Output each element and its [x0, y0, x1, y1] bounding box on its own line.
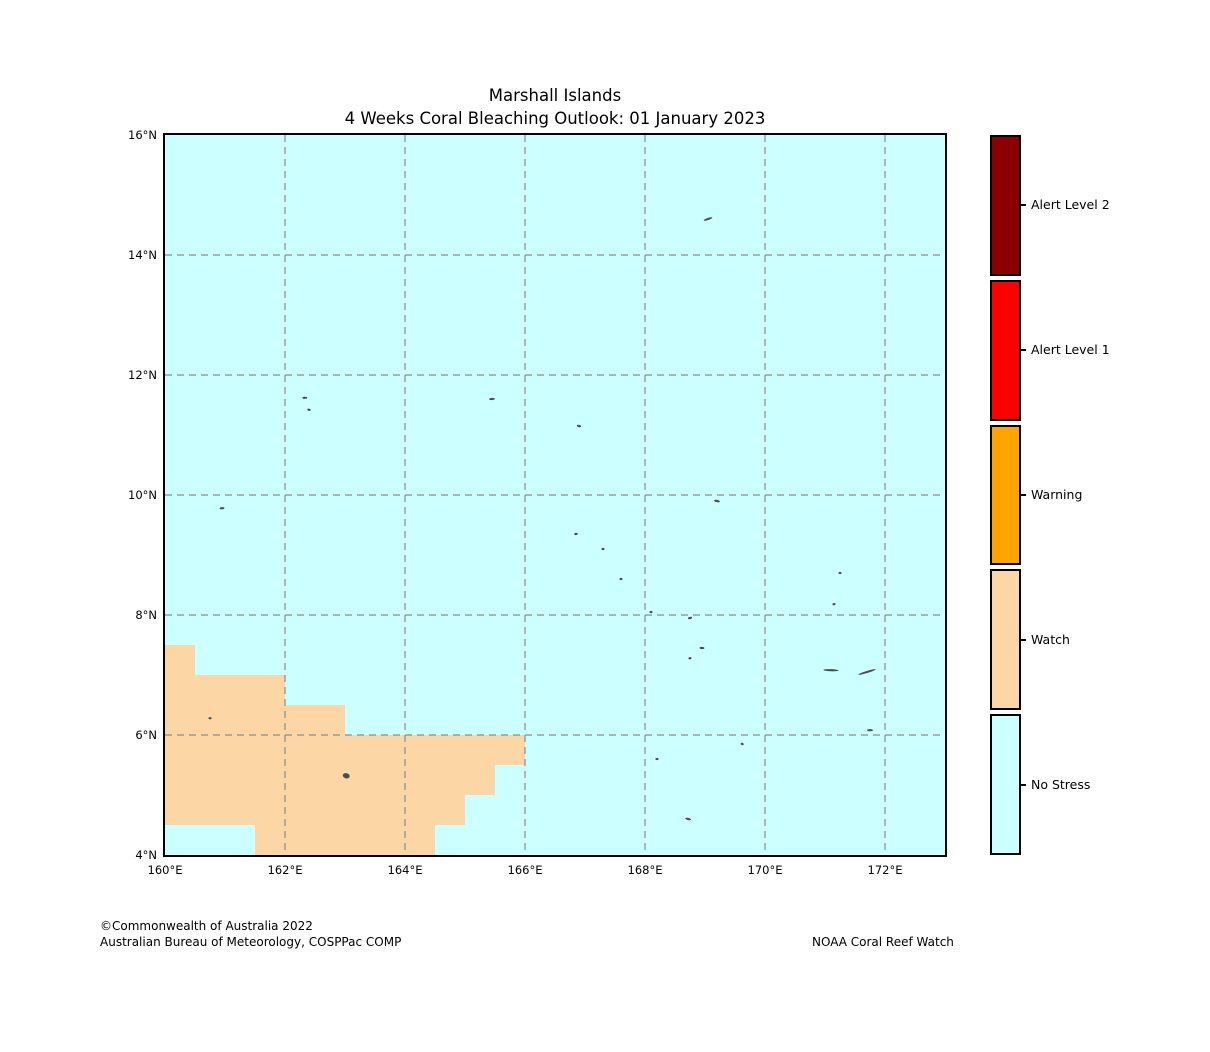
x-tick-label: 160°E — [147, 863, 183, 877]
footer-copyright-line: ©Commonwealth of Australia 2022 — [100, 919, 313, 933]
island-mark — [649, 610, 653, 614]
x-tick-label: 170°E — [747, 863, 783, 877]
x-tick-label: 162°E — [267, 863, 303, 877]
x-tick-label: 166°E — [507, 863, 543, 877]
legend-label-alert-level-1: Alert Level 1 — [1031, 342, 1110, 358]
legend-label-warning: Warning — [1031, 487, 1083, 502]
legend-swatch-alert-level-2 — [990, 135, 1021, 276]
island-mark — [619, 577, 623, 581]
island-mark — [685, 817, 692, 821]
y-tick-label: 8°N — [135, 608, 157, 622]
chart-title: Marshall Islands 4 Weeks Coral Bleaching… — [163, 84, 947, 130]
legend-label-watch: Watch — [1031, 631, 1070, 647]
y-tick-label: 16°N — [128, 128, 157, 142]
legend-tick — [1021, 494, 1026, 496]
footer-attribution: ©Commonwealth of Australia 2022 Australi… — [100, 919, 401, 950]
island-mark — [823, 669, 839, 672]
legend-tick — [1021, 204, 1026, 207]
island-mark — [342, 773, 350, 779]
map-canvas — [165, 135, 945, 855]
y-tick-label: 10°N — [128, 488, 157, 502]
legend-tick — [1021, 349, 1026, 352]
chart-title-line2: 4 Weeks Coral Bleaching Outlook: 01 Janu… — [344, 109, 766, 128]
y-tick-label: 6°N — [135, 728, 157, 742]
island-mark — [302, 396, 308, 399]
x-tick-label: 164°E — [387, 863, 423, 877]
legend-tick — [1021, 783, 1026, 786]
island-mark — [655, 757, 659, 761]
island-mark — [867, 729, 873, 732]
island-mark — [219, 507, 225, 510]
island-mark — [576, 424, 582, 428]
y-tick-label: 12°N — [128, 368, 157, 382]
island-mark — [574, 532, 578, 536]
watch-region — [165, 645, 525, 855]
island-mark — [208, 717, 212, 720]
island-mark — [740, 742, 744, 746]
island-mark — [601, 547, 605, 551]
island-mark — [687, 616, 693, 620]
island-mark — [832, 603, 836, 606]
y-tick-label: 4°N — [135, 848, 157, 862]
legend-swatch-alert-level-1 — [990, 279, 1021, 421]
legend-swatch-no-stress — [990, 714, 1021, 855]
island-mark — [703, 217, 713, 221]
legend-swatch-warning — [990, 424, 1021, 566]
island-mark — [688, 657, 692, 660]
y-tick-label: 14°N — [128, 248, 157, 262]
island-mark — [699, 646, 705, 650]
chart-title-line1: Marshall Islands — [488, 86, 622, 105]
footer-agency-line: Australian Bureau of Meteorology, COSPPa… — [100, 934, 402, 949]
island-mark — [858, 669, 876, 675]
island-mark — [307, 408, 311, 411]
x-tick-label: 168°E — [627, 863, 663, 877]
legend-swatch-watch — [990, 569, 1021, 711]
x-tick-label: 172°E — [867, 863, 903, 877]
island-mark — [714, 499, 720, 503]
legend-label-alert-level-2: Alert Level 2 — [1031, 197, 1110, 213]
island-mark — [489, 397, 495, 401]
legend-tick — [1021, 638, 1026, 641]
map-plot-area — [163, 133, 947, 857]
legend-label-no-stress: No Stress — [1031, 776, 1091, 792]
island-mark — [838, 571, 842, 575]
footer-noaa-credit: NOAA Coral Reef Watch — [812, 935, 954, 949]
